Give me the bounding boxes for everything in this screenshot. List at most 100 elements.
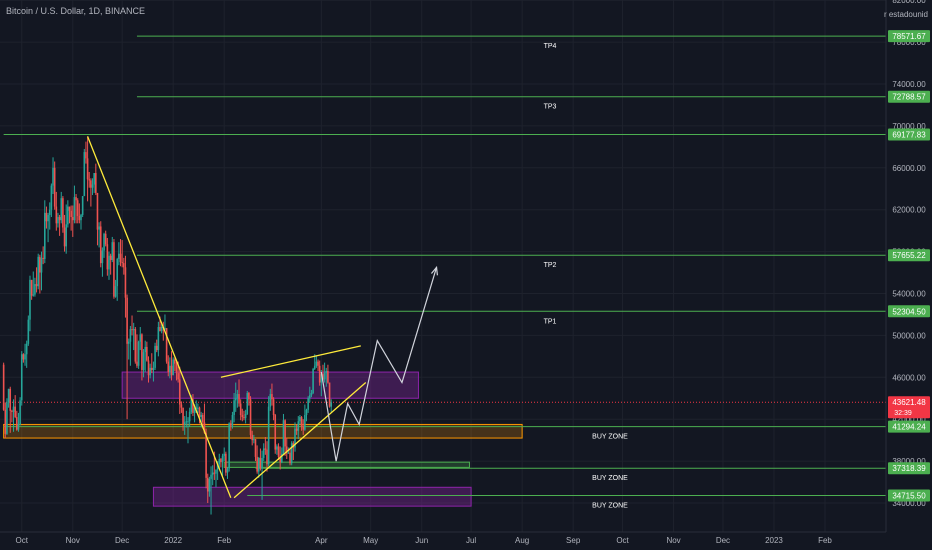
candle-body [147, 360, 150, 376]
candle-body [57, 217, 59, 224]
candle-body [37, 256, 40, 287]
price-badge [888, 249, 930, 262]
candle-body [167, 361, 170, 373]
candle-body [141, 334, 143, 370]
buy-zones-layer [3, 371, 523, 507]
candle-body [323, 373, 326, 380]
candle-body [318, 365, 321, 383]
candle-body [144, 346, 147, 353]
candle-body [279, 456, 281, 463]
candles-layer [2, 136, 332, 515]
candle-body [317, 361, 319, 366]
candle-body [236, 394, 239, 399]
candle-body [106, 244, 109, 270]
candle-body [205, 432, 207, 478]
candle-body [101, 250, 104, 264]
price-badge [888, 420, 930, 433]
candle-body [223, 453, 226, 456]
time-axis[interactable]: Oct Nov Dec 2022 Feb Apr May Jun Jul Aug Sep Oct Nov… [0, 531, 886, 545]
trendline [86, 136, 232, 499]
candle-body [119, 253, 122, 263]
x-tick-label: May [363, 536, 378, 545]
candle-body [116, 258, 119, 287]
candle-body [274, 415, 277, 450]
candle-body [213, 472, 216, 474]
candle-body [330, 402, 332, 407]
candle-body [12, 406, 15, 412]
candle-body [76, 200, 79, 216]
price-axis[interactable]: 82000.00 78000.00 74000.00 70000.00 66000.00… [885, 0, 930, 532]
candle-body [203, 422, 206, 433]
candle-body [266, 449, 268, 465]
candle-body [310, 393, 313, 396]
candle-body [198, 407, 201, 418]
x-tick-label: Feb [217, 536, 231, 545]
level-label: BUY ZONE [592, 475, 628, 482]
candle-body [86, 158, 89, 180]
candle-body [325, 371, 328, 374]
candle-body [271, 394, 273, 400]
y-tick-label: 70000.00 [892, 122, 926, 131]
candle-body [269, 394, 272, 407]
candle-body [149, 367, 151, 376]
candle-body [121, 262, 123, 264]
candle-body [93, 173, 95, 185]
candle-body [243, 417, 245, 419]
candle-body [67, 206, 69, 225]
price-badge-value: 43621.48 [892, 398, 926, 407]
y-tick-label: 62000.00 [892, 206, 926, 215]
candle-body [231, 415, 234, 426]
candle-body [233, 400, 235, 416]
candle-body [322, 374, 324, 380]
candle-body [197, 407, 199, 409]
candle-body [17, 424, 20, 430]
symbol-title: Bitcoin / U.S. Dollar, 1D, BINANCE [6, 6, 146, 16]
candle-body [188, 411, 191, 422]
zone-purple [152, 486, 472, 507]
zone-orange [3, 423, 523, 439]
candle-body [282, 420, 285, 454]
candle-body [244, 413, 247, 419]
candle-body [29, 279, 31, 320]
candle-body [165, 328, 168, 362]
candle-body [98, 226, 100, 230]
level-label: TP4 [544, 43, 557, 50]
price-badge [888, 90, 930, 103]
candle-body [129, 329, 132, 342]
price-badge-value: 52304.50 [892, 307, 926, 316]
candle-body [305, 409, 308, 416]
candle-body [192, 399, 194, 413]
candle-body [164, 328, 166, 330]
price-badge [888, 128, 930, 141]
candle-body [267, 406, 270, 465]
candle-body [290, 443, 293, 464]
candle-body [139, 334, 142, 342]
x-tick-label: Feb [818, 536, 832, 545]
x-tick-label: Nov [66, 536, 80, 545]
candle-body [113, 242, 115, 297]
projection-arrowhead [430, 265, 439, 276]
candle-body [206, 477, 209, 492]
chart-grid [0, 0, 886, 532]
projection-path [320, 267, 438, 462]
candle-body [228, 423, 230, 469]
y-tick-label: 74000.00 [892, 80, 926, 89]
candle-body [295, 428, 298, 431]
y-tick-label: 78000.00 [892, 38, 926, 47]
candle-body [170, 365, 173, 376]
candle-body [284, 420, 286, 447]
candle-body [136, 361, 138, 366]
candle-body [185, 421, 188, 423]
candle-body [19, 400, 21, 425]
candle-body [99, 226, 102, 264]
candle-body [208, 478, 211, 492]
candle-body [180, 404, 183, 408]
candle-body [218, 459, 221, 465]
candle-body [259, 457, 262, 469]
candle-body [123, 263, 125, 268]
candle-body [251, 434, 253, 441]
x-tick-label: Nov [666, 536, 680, 545]
price-badge-countdown: 32:39 [894, 410, 912, 417]
y-tick-label: 46000.00 [892, 373, 926, 382]
